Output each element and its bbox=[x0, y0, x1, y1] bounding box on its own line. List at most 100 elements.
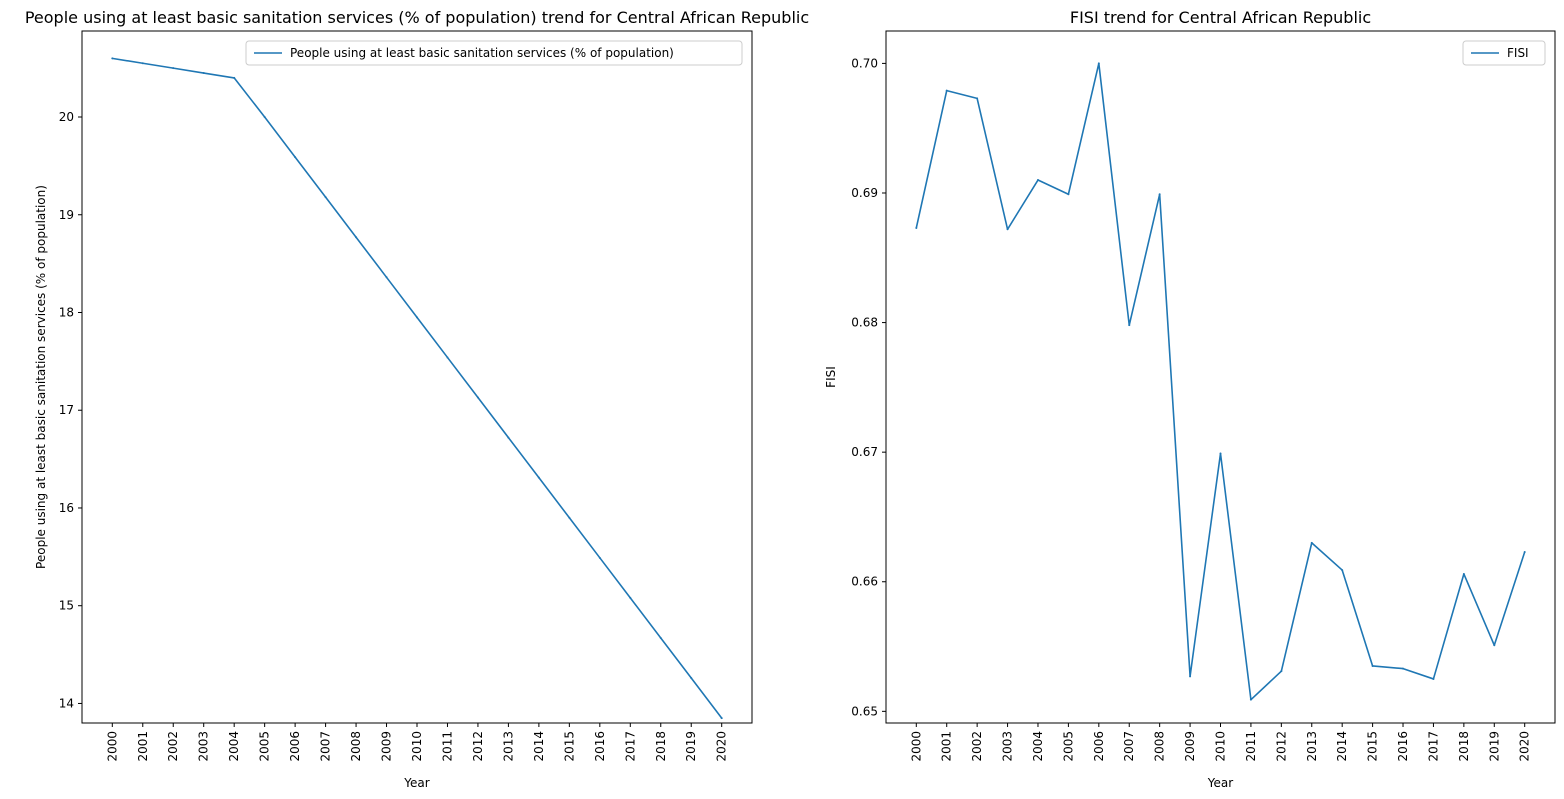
sanitation-x-tick-label: 2009 bbox=[380, 731, 394, 762]
sanitation-data-point bbox=[507, 436, 510, 439]
fisi-data-point bbox=[1158, 193, 1161, 196]
fisi-x-tick-label: 2003 bbox=[1001, 731, 1015, 762]
fisi-data-point bbox=[1006, 228, 1009, 231]
sanitation-y-tick-label: 15 bbox=[59, 599, 74, 613]
chart-fisi: FISI trend for Central African Republic 2… bbox=[824, 8, 1556, 790]
sanitation-data-point bbox=[476, 396, 479, 399]
sanitation-data-point bbox=[690, 677, 693, 680]
sanitation-x-tick-label: 2018 bbox=[654, 731, 668, 762]
fisi-legend-label: FISI bbox=[1507, 46, 1529, 60]
fisi-x-tick-label: 2014 bbox=[1335, 731, 1349, 762]
fisi-x-tick-label: 2018 bbox=[1457, 731, 1471, 762]
fisi-data-point bbox=[945, 89, 948, 92]
fisi-x-tick-label: 2019 bbox=[1487, 731, 1501, 762]
fisi-data-point bbox=[1493, 644, 1496, 647]
sanitation-data-point bbox=[537, 476, 540, 479]
sanitation-data-point bbox=[355, 236, 358, 239]
fisi-x-tick-label: 2000 bbox=[909, 731, 923, 762]
sanitation-x-tick-label: 2011 bbox=[440, 731, 454, 762]
sanitation-data-point bbox=[324, 196, 327, 199]
chart-sanitation: People using at least basic sanitation s… bbox=[25, 8, 809, 790]
sanitation-data-point bbox=[568, 516, 571, 519]
sanitation-y-tick-label: 19 bbox=[59, 208, 74, 222]
sanitation-legend-label: People using at least basic sanitation s… bbox=[290, 46, 674, 60]
fisi-x-tick-label: 2012 bbox=[1274, 731, 1288, 762]
sanitation-x-tick-label: 2012 bbox=[471, 731, 485, 762]
sanitation-x-tick-label: 2002 bbox=[166, 731, 180, 762]
sanitation-y-tick-label: 20 bbox=[59, 110, 74, 124]
sanitation-data-point bbox=[202, 72, 205, 75]
sanitation-chart-title: People using at least basic sanitation s… bbox=[25, 8, 809, 27]
sanitation-x-tick-label: 2003 bbox=[197, 731, 211, 762]
fisi-x-tick-label: 2006 bbox=[1092, 731, 1106, 762]
fisi-x-tick-label: 2002 bbox=[970, 731, 984, 762]
fisi-legend bbox=[1462, 40, 1546, 66]
sanitation-x-tick-label: 2020 bbox=[715, 731, 729, 762]
fisi-x-tick-label: 2017 bbox=[1426, 731, 1440, 762]
sanitation-data-point bbox=[598, 556, 601, 559]
fisi-data-point bbox=[915, 226, 918, 229]
sanitation-data-point bbox=[111, 57, 114, 60]
fisi-y-tick-label: 0.66 bbox=[851, 575, 878, 589]
fisi-y-tick-label: 0.65 bbox=[851, 704, 878, 718]
fisi-y-tick-label: 0.67 bbox=[851, 445, 878, 459]
sanitation-data-point bbox=[446, 356, 449, 359]
fisi-data-point bbox=[1371, 664, 1374, 667]
sanitation-data-point bbox=[629, 596, 632, 599]
fisi-x-tick-label: 2005 bbox=[1061, 731, 1075, 762]
fisi-x-tick-label: 2004 bbox=[1031, 731, 1045, 762]
fisi-x-tick-label: 2020 bbox=[1518, 731, 1532, 762]
sanitation-x-axis-label: Year bbox=[403, 776, 429, 790]
sanitation-x-tick-label: 2001 bbox=[136, 731, 150, 762]
sanitation-x-tick-label: 2019 bbox=[684, 731, 698, 762]
sanitation-data-point bbox=[233, 76, 236, 79]
fisi-data-point bbox=[1462, 572, 1465, 575]
fisi-y-tick-label: 0.68 bbox=[851, 316, 878, 330]
sanitation-x-tick-label: 2008 bbox=[349, 731, 363, 762]
sanitation-y-tick-label: 18 bbox=[59, 305, 74, 319]
fisi-x-tick-label: 2008 bbox=[1153, 731, 1167, 762]
sanitation-data-point bbox=[385, 276, 388, 279]
sanitation-x-tick-label: 2004 bbox=[227, 731, 241, 762]
fisi-x-tick-label: 2013 bbox=[1305, 731, 1319, 762]
fisi-data-point bbox=[1341, 569, 1344, 572]
fisi-data-point bbox=[1432, 677, 1435, 680]
fisi-y-axis-label: FISI bbox=[824, 366, 838, 388]
fisi-data-point bbox=[1097, 62, 1100, 65]
sanitation-data-point bbox=[172, 67, 175, 70]
sanitation-x-tick-label: 2014 bbox=[532, 731, 546, 762]
sanitation-legend bbox=[245, 40, 743, 66]
sanitation-data-point bbox=[141, 62, 144, 65]
fisi-x-tick-label: 2009 bbox=[1183, 731, 1197, 762]
sanitation-data-point bbox=[720, 717, 723, 720]
fisi-x-tick-label: 2001 bbox=[940, 731, 954, 762]
sanitation-data-point bbox=[659, 636, 662, 639]
fisi-data-point bbox=[1523, 550, 1526, 553]
sanitation-x-tick-label: 2006 bbox=[288, 731, 302, 762]
fisi-data-point bbox=[1249, 698, 1252, 701]
fisi-chart-title: FISI trend for Central African Republic bbox=[1070, 8, 1371, 27]
fisi-x-tick-label: 2016 bbox=[1396, 731, 1410, 762]
fisi-y-tick-label: 0.70 bbox=[851, 56, 878, 70]
fisi-data-point bbox=[1280, 670, 1283, 673]
sanitation-x-tick-label: 2007 bbox=[319, 731, 333, 762]
sanitation-x-tick-label: 2016 bbox=[593, 731, 607, 762]
sanitation-y-tick-label: 17 bbox=[59, 403, 74, 417]
fisi-data-point bbox=[1219, 452, 1222, 455]
fisi-x-tick-label: 2011 bbox=[1244, 731, 1258, 762]
fisi-data-point bbox=[1189, 675, 1192, 678]
sanitation-y-tick-label: 16 bbox=[59, 501, 74, 515]
sanitation-x-tick-label: 2013 bbox=[501, 731, 515, 762]
sanitation-x-tick-label: 2005 bbox=[258, 731, 272, 762]
sanitation-x-tick-label: 2015 bbox=[562, 731, 576, 762]
sanitation-x-tick-label: 2017 bbox=[623, 731, 637, 762]
sanitation-x-tick-label: 2000 bbox=[105, 731, 119, 762]
fisi-x-tick-label: 2015 bbox=[1366, 731, 1380, 762]
fisi-data-point bbox=[1310, 541, 1313, 544]
fisi-data-point bbox=[976, 97, 979, 100]
sanitation-x-tick-label: 2010 bbox=[410, 731, 424, 762]
sanitation-y-tick-label: 14 bbox=[59, 696, 74, 710]
sanitation-data-point bbox=[263, 116, 266, 119]
